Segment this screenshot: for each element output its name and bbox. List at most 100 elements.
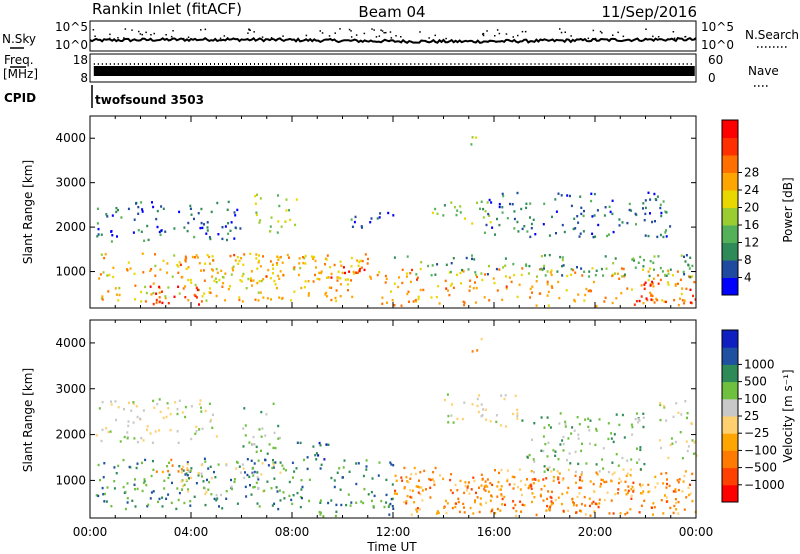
velocity-cell [198, 428, 201, 431]
nsearch-point [139, 33, 142, 35]
velocity-cell [145, 483, 148, 487]
power-cell [498, 205, 501, 209]
velocity-cell [97, 494, 100, 498]
velocity-cell [501, 497, 504, 501]
power-cell [513, 217, 516, 221]
nsearch-point [219, 37, 222, 40]
power-cell [582, 214, 585, 218]
velocity-cell [271, 504, 274, 507]
power-cell [649, 212, 651, 215]
nave-point [117, 63, 119, 65]
power-cell [634, 212, 637, 216]
power-cell [630, 209, 633, 212]
power-cell [366, 262, 369, 265]
power-cell [360, 266, 363, 269]
nave-point [542, 63, 544, 65]
velocity-cell [629, 508, 632, 511]
nsearch-point [498, 32, 501, 35]
power-cell [579, 232, 582, 235]
power-cell [238, 259, 241, 263]
power-cell [669, 268, 672, 271]
velocity-cell [152, 490, 155, 493]
velocity-cell [190, 437, 193, 441]
velocity-cell [497, 480, 500, 484]
power-cell [449, 284, 452, 287]
velocity-cell [605, 480, 608, 484]
power-cell [337, 276, 340, 279]
velocity-cell [610, 437, 613, 440]
velocity-cell [691, 499, 694, 503]
power-cell [325, 276, 328, 279]
power-cell [348, 270, 351, 273]
power-cell [104, 253, 107, 256]
velocity-cell [383, 505, 386, 509]
power-cell [654, 220, 656, 223]
power-cell [662, 200, 665, 203]
velocity-cell [133, 437, 136, 440]
power-cell [405, 272, 408, 275]
power-cell [613, 272, 616, 275]
power-cell [406, 292, 409, 296]
power-cell [563, 230, 566, 234]
power-cell [541, 268, 544, 272]
nave-point [206, 63, 207, 65]
power-cell [266, 297, 269, 300]
power-cell [604, 296, 607, 299]
velocity-cell [600, 482, 602, 486]
velocity-cell [688, 493, 691, 497]
power-cell [265, 275, 268, 278]
power-cell [498, 202, 501, 206]
power-cell [236, 255, 239, 259]
power-cell [298, 262, 301, 265]
velocity-cell [135, 466, 138, 470]
velocity-cell [535, 513, 538, 517]
power-cell [336, 279, 339, 282]
velocity-cell [255, 445, 258, 449]
nave-point [590, 63, 592, 65]
velocity-cell [686, 412, 689, 415]
power-cell [585, 287, 588, 291]
power-cell [580, 206, 583, 209]
power-cell [154, 264, 157, 268]
velocity-cell [446, 393, 449, 396]
velocity-cell [592, 482, 595, 486]
power-cell [193, 293, 196, 297]
velocity-cell [189, 469, 192, 473]
nsearch-point [482, 33, 484, 35]
velocity-cell [250, 493, 253, 496]
nsearch-point [652, 35, 654, 38]
velocity-cell [678, 478, 681, 481]
velocity-cell [296, 491, 299, 495]
velocity-cell [396, 492, 398, 496]
power-colorbar-swatch [722, 137, 738, 156]
velocity-cell [627, 485, 630, 488]
velocity-cell [233, 478, 236, 481]
velocity-cell [267, 464, 270, 467]
velocity-cell [248, 441, 251, 444]
nave-point [494, 63, 496, 65]
velocity-cell [659, 403, 662, 407]
velocity-cell [134, 478, 136, 481]
velocity-cell [634, 417, 637, 421]
velocity-cell [183, 501, 186, 505]
velocity-cell [268, 443, 271, 446]
power-cell [271, 263, 274, 266]
power-cell [226, 238, 228, 242]
velocity-cell [258, 505, 261, 508]
power-cell [544, 254, 546, 257]
velocity-cell [327, 443, 330, 446]
nsearch-points [92, 28, 687, 40]
power-cell [602, 274, 604, 277]
power-cell [594, 235, 597, 238]
nave-point [394, 63, 396, 65]
nave-point [514, 63, 516, 65]
power-cell [414, 298, 417, 302]
power-cell [325, 291, 328, 295]
velocity-cell [429, 486, 432, 489]
power-cell [249, 252, 252, 255]
velocity-cell [433, 480, 436, 483]
power-cell [588, 275, 591, 278]
velocity-cell [380, 499, 383, 503]
velocity-cell [303, 458, 305, 462]
velocity-cell [141, 489, 144, 493]
